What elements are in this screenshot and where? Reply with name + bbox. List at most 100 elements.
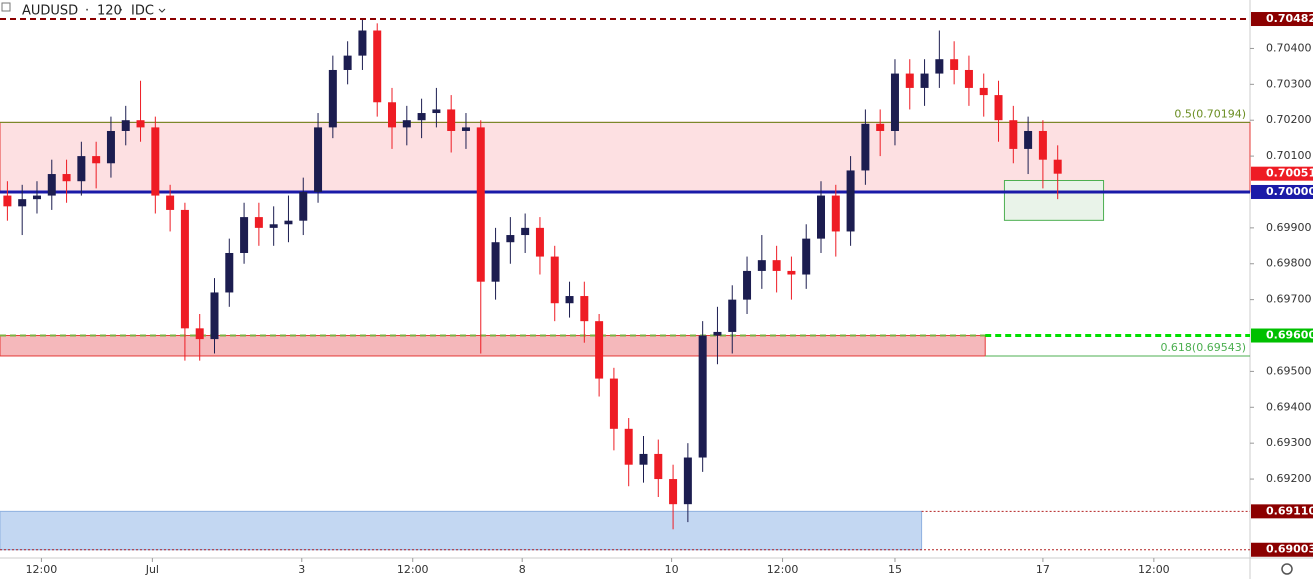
candle-body bbox=[254, 217, 263, 228]
candle-body bbox=[831, 195, 840, 232]
candle-body bbox=[624, 428, 633, 465]
candle-body bbox=[1009, 120, 1018, 149]
candle-body bbox=[802, 238, 811, 275]
zone bbox=[1003, 179, 1105, 221]
symbol: AUDUSD bbox=[22, 4, 78, 19]
candle-body bbox=[136, 120, 145, 128]
candle-body bbox=[728, 299, 737, 332]
candle-body bbox=[876, 123, 885, 131]
candle-body bbox=[461, 127, 470, 131]
zone bbox=[0, 335, 986, 357]
y-tick-label: 0.70100 bbox=[1266, 149, 1312, 162]
candle-body bbox=[77, 156, 86, 182]
candle-body bbox=[3, 195, 12, 207]
candle-body bbox=[373, 30, 382, 103]
candle-body bbox=[299, 191, 308, 221]
candle-body bbox=[565, 296, 574, 304]
x-tick-label: 15 bbox=[888, 563, 902, 576]
price-label-box bbox=[1251, 12, 1313, 27]
candle-body bbox=[343, 55, 352, 70]
candle-body bbox=[47, 174, 56, 196]
zone bbox=[0, 510, 923, 551]
candle-body bbox=[151, 127, 160, 196]
candle-body bbox=[521, 227, 530, 236]
candle-body bbox=[92, 156, 101, 164]
candle-body bbox=[284, 220, 293, 225]
candle-body bbox=[743, 270, 752, 300]
candle-body bbox=[388, 102, 397, 128]
candle-body bbox=[698, 335, 707, 458]
x-tick-label: 12:00 bbox=[1138, 563, 1170, 576]
x-tick-label: 10 bbox=[665, 563, 679, 576]
candle-body bbox=[935, 59, 944, 74]
y-tick-label: 0.69200 bbox=[1266, 472, 1312, 485]
price-label-box bbox=[1251, 328, 1313, 343]
candle-body bbox=[979, 87, 988, 96]
source: IDC bbox=[131, 4, 154, 19]
candle-body bbox=[106, 130, 115, 164]
candle-body bbox=[225, 252, 234, 293]
x-tick-label: 12:00 bbox=[397, 563, 429, 576]
y-tick-label: 0.69500 bbox=[1266, 364, 1312, 377]
candle-body bbox=[166, 195, 175, 210]
candle-body bbox=[595, 321, 604, 379]
candle-body bbox=[506, 235, 515, 243]
candle-body bbox=[491, 242, 500, 282]
candle-body bbox=[550, 256, 559, 304]
y-tick-label: 0.69700 bbox=[1266, 293, 1312, 306]
candle-body bbox=[314, 127, 323, 192]
x-tick-label: 8 bbox=[519, 563, 526, 576]
candle-body bbox=[772, 260, 781, 271]
candle-body bbox=[535, 227, 544, 257]
candle-body bbox=[1038, 130, 1047, 160]
candle-body bbox=[432, 109, 441, 114]
y-tick-label: 0.70300 bbox=[1266, 77, 1312, 90]
candle-body bbox=[654, 453, 663, 480]
candle-body bbox=[890, 73, 899, 131]
settings-icon[interactable] bbox=[1281, 563, 1293, 575]
price-label-box bbox=[1251, 166, 1313, 181]
candle-body bbox=[683, 457, 692, 505]
candle-body bbox=[476, 127, 485, 282]
candle-body bbox=[861, 123, 870, 171]
x-tick-label: 3 bbox=[298, 563, 305, 576]
candle-body bbox=[210, 292, 219, 340]
candle-body bbox=[639, 453, 648, 465]
interval: 120 bbox=[97, 4, 122, 19]
candle-body bbox=[32, 195, 41, 200]
candle-body bbox=[328, 69, 337, 128]
candle-body bbox=[950, 59, 959, 70]
price-label: 0.70051 bbox=[1266, 167, 1313, 180]
candle-body bbox=[1024, 130, 1033, 149]
y-tick-label: 0.69900 bbox=[1266, 221, 1312, 234]
x-tick-label: 17 bbox=[1036, 563, 1050, 576]
y-tick-label: 0.69300 bbox=[1266, 436, 1312, 449]
candle-body bbox=[18, 199, 27, 207]
candle-body bbox=[240, 217, 249, 253]
collapse-icon[interactable] bbox=[1, 2, 11, 12]
candle-body bbox=[580, 296, 589, 322]
price-label-box bbox=[1251, 184, 1313, 199]
price-label-box bbox=[1251, 504, 1313, 519]
y-tick-label: 0.70200 bbox=[1266, 113, 1312, 126]
y-tick-label: 0.69800 bbox=[1266, 257, 1312, 270]
candle-body bbox=[905, 73, 914, 88]
fib-label: 0.5(0.70194) bbox=[1174, 107, 1246, 120]
fib-label: 0.618(0.69543) bbox=[1160, 341, 1246, 354]
candle-body bbox=[994, 95, 1003, 121]
candle-body bbox=[817, 195, 826, 239]
separator: · bbox=[119, 4, 123, 19]
candle-body bbox=[964, 69, 973, 88]
candle-body bbox=[269, 224, 278, 228]
dropdown-icon[interactable] bbox=[158, 8, 166, 13]
price-label: 0.69003 bbox=[1266, 543, 1313, 556]
candle-body bbox=[62, 174, 71, 182]
separator: · bbox=[85, 4, 89, 19]
y-tick-label: 0.69400 bbox=[1266, 400, 1312, 413]
candle-body bbox=[1053, 159, 1062, 174]
candle-body bbox=[787, 270, 796, 275]
candle-body bbox=[609, 378, 618, 429]
x-tick-label: Jul bbox=[145, 563, 159, 576]
candle-body bbox=[669, 479, 678, 505]
